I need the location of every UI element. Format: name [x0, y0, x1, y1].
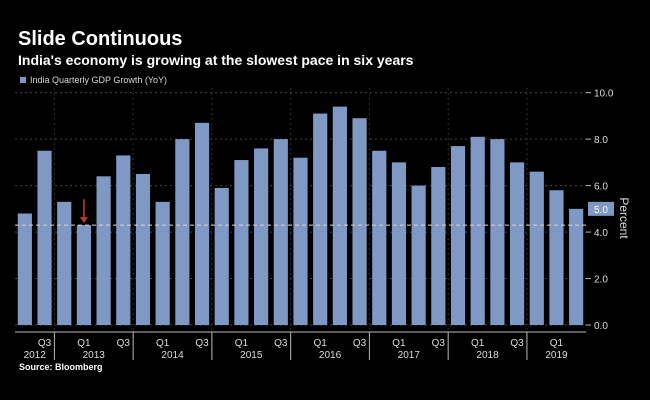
legend-swatch — [20, 77, 26, 83]
y-tick-label: 4.0 — [594, 228, 608, 239]
bar — [234, 160, 249, 326]
x-tick-label: Q3 — [38, 338, 52, 349]
bar — [214, 187, 229, 326]
bar — [37, 150, 52, 326]
y-tick-label: 2.0 — [594, 275, 608, 286]
arrow-head — [79, 217, 88, 224]
bar — [509, 162, 525, 326]
bar — [76, 225, 92, 326]
x-tick-label: Q1 — [392, 338, 406, 349]
bar — [391, 162, 407, 326]
bar — [194, 122, 210, 326]
last-value-box — [588, 201, 614, 216]
bar — [175, 139, 190, 326]
bar — [450, 146, 466, 326]
bar — [332, 106, 347, 326]
y-tick-label: 10.0 — [594, 89, 614, 100]
last-value-label: 5.0 — [594, 205, 608, 216]
bar — [155, 201, 170, 326]
bar — [17, 213, 32, 326]
x-tick-label: Q3 — [432, 338, 446, 349]
x-year-label: 2016 — [319, 350, 342, 361]
bar — [273, 139, 288, 326]
bar — [549, 190, 564, 326]
x-year-label: 2014 — [161, 350, 184, 361]
x-tick-label: Q1 — [156, 338, 170, 349]
x-year-label: 2015 — [240, 350, 263, 361]
x-tick-label: Q3 — [510, 338, 524, 349]
y-tick-label: 0.0 — [594, 321, 608, 332]
x-year-label: 2013 — [83, 350, 106, 361]
bar — [352, 118, 367, 326]
x-tick-label: Q3 — [274, 338, 288, 349]
x-tick-label: Q1 — [471, 338, 485, 349]
x-tick-label: Q3 — [117, 338, 131, 349]
legend: India Quarterly GDP Growth (YoY) — [20, 75, 167, 85]
legend-label: India Quarterly GDP Growth (YoY) — [30, 75, 168, 85]
bar — [569, 208, 584, 326]
bar — [116, 155, 131, 326]
bar — [529, 171, 544, 326]
bar — [372, 150, 387, 326]
y-axis-label: Percent — [617, 197, 631, 239]
bar — [254, 148, 269, 326]
y-tick-label: 6.0 — [594, 182, 608, 193]
bar — [490, 139, 505, 326]
x-year-label: 2012 — [24, 350, 47, 361]
bar — [470, 136, 485, 326]
x-year-label: 2017 — [398, 350, 421, 361]
chart-title: Slide Continuous — [18, 28, 183, 50]
x-tick-label: Q3 — [353, 338, 367, 349]
x-tick-label: Q1 — [235, 338, 249, 349]
bar — [411, 185, 426, 326]
x-tick-label: Q1 — [314, 338, 328, 349]
x-tick-label: Q1 — [550, 338, 564, 349]
x-tick-label: Q1 — [77, 338, 91, 349]
y-tick-label: 8.0 — [594, 135, 608, 146]
bar — [96, 176, 111, 326]
bar — [57, 201, 72, 326]
x-year-label: 2019 — [545, 350, 568, 361]
source-note: Source: Bloomberg — [19, 362, 103, 372]
chart-subtitle: India's economy is growing at the slowes… — [18, 52, 414, 68]
bar — [431, 167, 446, 326]
x-year-label: 2018 — [476, 350, 499, 361]
bar — [313, 113, 328, 326]
bar — [293, 157, 308, 326]
x-tick-label: Q3 — [195, 338, 209, 349]
bar — [135, 173, 151, 326]
